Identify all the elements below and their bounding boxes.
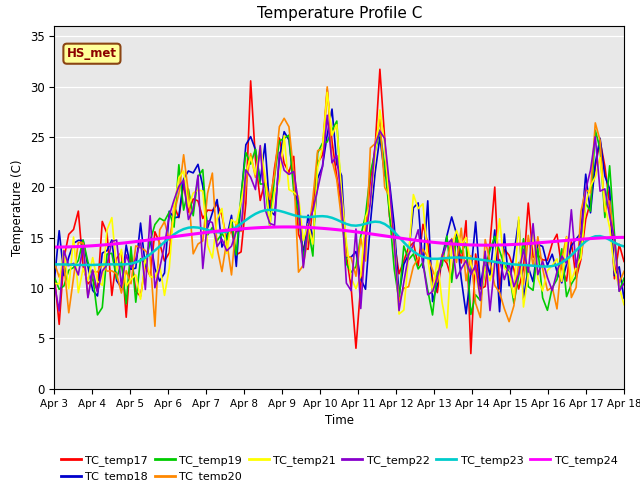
- TC_temp22: [323, 112, 331, 118]
- TC_temp24: [371, 232, 379, 238]
- TC_temp17: [448, 276, 456, 282]
- TC_temp23: [506, 261, 513, 267]
- TC_temp24: [606, 235, 614, 240]
- TC_temp17: [204, 207, 211, 213]
- TC_temp20: [611, 242, 618, 248]
- TC_temp18: [328, 106, 336, 112]
- TC_temp20: [175, 191, 182, 196]
- TC_temp22: [51, 281, 58, 287]
- TC_temp22: [510, 284, 518, 289]
- TC_temp18: [510, 252, 518, 258]
- TC_temp22: [175, 183, 182, 189]
- TC_temp23: [620, 243, 628, 249]
- TC_temp18: [448, 214, 456, 220]
- TC_temp17: [367, 178, 374, 184]
- TC_temp19: [51, 275, 58, 280]
- TC_temp23: [204, 227, 211, 233]
- Y-axis label: Temperature (C): Temperature (C): [12, 159, 24, 256]
- TC_temp22: [611, 235, 618, 240]
- TC_temp21: [371, 152, 379, 158]
- TC_temp18: [170, 215, 178, 221]
- Line: TC_temp19: TC_temp19: [54, 121, 624, 315]
- TC_temp20: [510, 303, 518, 309]
- Legend: TC_temp17, TC_temp18, TC_temp19, TC_temp20, TC_temp21, TC_temp22, TC_temp23, TC_: TC_temp17, TC_temp18, TC_temp19, TC_temp…: [56, 451, 622, 480]
- TC_temp21: [452, 228, 460, 233]
- TC_temp18: [620, 296, 628, 301]
- Line: TC_temp22: TC_temp22: [54, 115, 624, 311]
- TC_temp22: [209, 220, 216, 226]
- TC_temp21: [510, 295, 518, 300]
- TC_temp23: [266, 207, 274, 213]
- TC_temp21: [170, 203, 178, 209]
- TC_temp20: [376, 117, 384, 122]
- TC_temp17: [620, 259, 628, 264]
- TC_temp19: [611, 231, 618, 237]
- TC_temp22: [452, 276, 460, 281]
- TC_temp17: [611, 276, 618, 282]
- Line: TC_temp17: TC_temp17: [54, 69, 624, 354]
- TC_temp18: [611, 273, 618, 278]
- TC_temp23: [543, 264, 551, 269]
- TC_temp19: [452, 234, 460, 240]
- TC_temp21: [443, 325, 451, 331]
- TC_temp23: [170, 231, 178, 237]
- TC_temp24: [280, 224, 288, 230]
- TC_temp18: [371, 170, 379, 176]
- TC_temp18: [51, 277, 58, 283]
- Text: HS_met: HS_met: [67, 47, 117, 60]
- TC_temp17: [510, 266, 518, 272]
- TC_temp24: [506, 242, 513, 248]
- TC_temp19: [204, 232, 211, 238]
- TC_temp23: [448, 255, 456, 261]
- TC_temp20: [209, 170, 216, 176]
- TC_temp24: [170, 234, 178, 240]
- TC_temp24: [51, 244, 58, 250]
- TC_temp23: [611, 240, 618, 245]
- TC_temp17: [170, 203, 178, 209]
- TC_temp19: [333, 118, 340, 124]
- TC_temp22: [376, 128, 384, 134]
- Line: TC_temp18: TC_temp18: [54, 109, 624, 314]
- TC_temp24: [448, 241, 456, 247]
- TC_temp17: [51, 273, 58, 279]
- TC_temp18: [462, 311, 470, 317]
- TC_temp23: [371, 219, 379, 225]
- TC_temp19: [371, 149, 379, 155]
- TC_temp22: [620, 281, 628, 287]
- TC_temp20: [51, 260, 58, 265]
- TC_temp23: [51, 262, 58, 267]
- TC_temp21: [323, 90, 331, 96]
- TC_temp20: [452, 260, 460, 265]
- TC_temp17: [467, 351, 475, 357]
- TC_temp20: [620, 268, 628, 274]
- TC_temp24: [204, 229, 211, 235]
- TC_temp21: [620, 302, 628, 308]
- TC_temp18: [204, 225, 211, 231]
- TC_temp24: [620, 235, 628, 240]
- Line: TC_temp20: TC_temp20: [54, 87, 624, 326]
- TC_temp17: [376, 66, 384, 72]
- X-axis label: Time: Time: [324, 414, 354, 427]
- TC_temp22: [55, 308, 63, 314]
- TC_temp19: [620, 276, 628, 281]
- TC_temp20: [151, 324, 159, 329]
- Line: TC_temp24: TC_temp24: [54, 227, 624, 247]
- Line: TC_temp23: TC_temp23: [54, 210, 624, 266]
- TC_temp21: [204, 242, 211, 248]
- Line: TC_temp21: TC_temp21: [54, 93, 624, 328]
- TC_temp19: [170, 224, 178, 230]
- TC_temp19: [510, 300, 518, 306]
- TC_temp21: [611, 267, 618, 273]
- TC_temp20: [323, 84, 331, 90]
- TC_temp19: [429, 312, 436, 318]
- TC_temp21: [51, 281, 58, 287]
- Title: Temperature Profile C: Temperature Profile C: [257, 6, 422, 21]
